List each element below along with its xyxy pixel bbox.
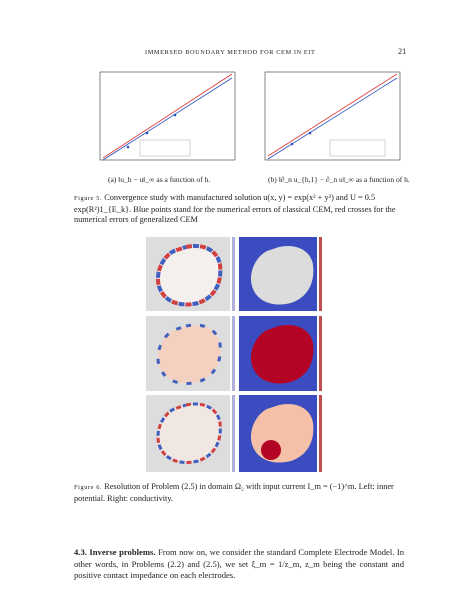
paragraph-text: From now on, we consider the standard Co… bbox=[74, 547, 405, 580]
figure-caption: Figure 5. Convergence study with manufac… bbox=[74, 193, 404, 226]
paragraph: 4.3. Inverse problems. From now on, we c… bbox=[74, 547, 404, 582]
plot-a bbox=[99, 71, 236, 161]
caption-text: Resolution of Problem (2.5) in domain Ω₂… bbox=[74, 482, 394, 503]
subcaption: (a) ‖u_h − u‖_∞ as a function of h. bbox=[108, 175, 211, 184]
page-number: 21 bbox=[398, 47, 407, 56]
figure-caption: Figure 6. Resolution of Problem (2.5) in… bbox=[74, 482, 404, 504]
section-heading: 4.3. Inverse problems. bbox=[74, 547, 156, 557]
figure-label: Figure 6. bbox=[74, 484, 103, 491]
subcaption: (b) ‖∂_n u_{h,1} − ∂_n u‖_∞ as a functio… bbox=[268, 175, 410, 184]
plot-b bbox=[264, 71, 401, 161]
caption-text: Convergence study with manufactured solu… bbox=[74, 193, 396, 224]
conductivity-panels bbox=[239, 237, 322, 472]
running-title: IMMERSED BOUNDARY METHOD FOR CEM IN EIT bbox=[145, 49, 316, 56]
figure-label: Figure 5. bbox=[74, 195, 103, 202]
potential-panels bbox=[146, 237, 235, 472]
